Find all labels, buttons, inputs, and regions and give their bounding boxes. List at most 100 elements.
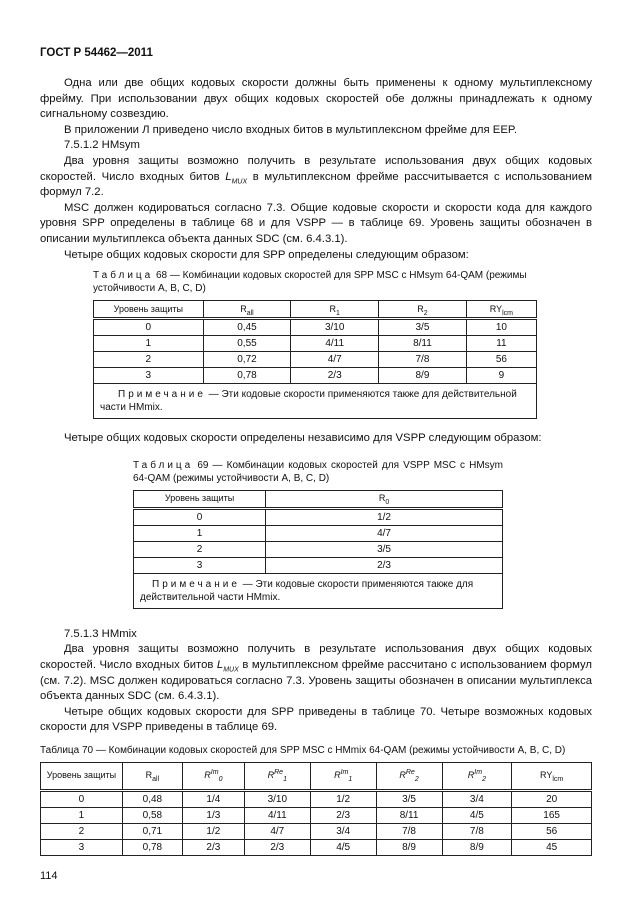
- table-cell: 1: [40, 806, 123, 824]
- table-cell: 7/8: [441, 822, 513, 840]
- table-cell: 3/4: [309, 822, 377, 840]
- text-between: Четыре общих кодовых скорости определены…: [40, 431, 592, 447]
- table-row: 1 0,55 4/11 8/11 11: [93, 335, 538, 353]
- table-cell: 3/5: [375, 789, 443, 808]
- table-cell: 4/7: [243, 822, 311, 840]
- table-cell: 8/9: [378, 367, 467, 385]
- table-cell: 45: [511, 838, 592, 856]
- table-cell: 3/4: [441, 789, 513, 808]
- table-cell: 56: [511, 822, 592, 840]
- table-cell: 0,78: [121, 838, 183, 856]
- document-header: ГОСТ Р 54462—2011: [40, 47, 153, 59]
- paragraph: MSC должен кодироваться согласно 7.3. Об…: [40, 201, 592, 245]
- table-cell: 8/11: [378, 335, 467, 353]
- table-70: Уровень защиты Rall RIm0 RRe1 RIm1 RRe2 RIm2 RY…: [40, 761, 592, 856]
- table-cell: 0,72: [202, 351, 292, 369]
- table-row: 1 0,58 1/3 4/11 2/3 8/11 4/5 165: [40, 806, 592, 824]
- table-cell: 3/10: [290, 318, 380, 337]
- table-cell: 3/5: [265, 540, 503, 558]
- table-cell: 0,48: [121, 789, 183, 808]
- table-cell: 7/8: [378, 351, 467, 369]
- table-cell: 3/5: [378, 318, 467, 337]
- table-cell: 1/4: [181, 789, 245, 808]
- table-cell: 0,58: [121, 806, 183, 824]
- table-cell: 2: [132, 540, 267, 558]
- table-cell: 0,71: [121, 822, 183, 840]
- section-heading: 7.5.1.3 HMmix: [64, 627, 137, 640]
- column-header: RIm0: [181, 761, 245, 791]
- column-header: RIm2: [441, 761, 513, 791]
- table-cell: 1/2: [265, 507, 503, 526]
- column-header: RRe2: [375, 761, 443, 791]
- table-cell: 11: [465, 335, 538, 353]
- column-header: R1: [290, 300, 380, 320]
- table-row: 0 0,48 1/4 3/10 1/2 3/5 3/4 20: [40, 789, 592, 808]
- table-cell: 0: [40, 789, 123, 808]
- table-cell: 3: [132, 556, 267, 574]
- table-69-caption: Таблица 69 — Комбинации кодовых скоросте…: [133, 459, 503, 484]
- column-header: Rall: [202, 300, 292, 320]
- table-row: 1 4/7: [132, 524, 503, 542]
- table-row: 0 0,45 3/10 3/5 10: [93, 318, 538, 337]
- column-header: R0: [265, 489, 503, 509]
- text-block-1: Одна или две общих кодовых скорости долж…: [40, 76, 592, 263]
- paragraph: Четыре общих кодовых скорости определены…: [64, 432, 542, 445]
- table-cell: 2/3: [265, 556, 503, 574]
- table-cell: 1/2: [309, 789, 377, 808]
- table-cell: 9: [465, 367, 538, 385]
- table-cell: 2: [40, 822, 123, 840]
- column-header: Rall: [121, 761, 183, 791]
- table-cell: 0,78: [202, 367, 292, 385]
- table-cell: 4/7: [265, 524, 503, 542]
- table-cell: 8/9: [441, 838, 513, 856]
- table-cell: 1/2: [181, 822, 245, 840]
- table-cell: 2/3: [243, 838, 311, 856]
- table-cell: 2: [93, 351, 204, 369]
- paragraph: Два уровня защиты возможно получить в ре…: [40, 154, 592, 199]
- table-row: 2 0,71 1/2 4/7 3/4 7/8 7/8 56: [40, 822, 592, 840]
- paragraph: Два уровня защиты возможно получить в ре…: [40, 643, 593, 703]
- column-header: RRe1: [243, 761, 311, 791]
- table-cell: 0,45: [202, 318, 292, 337]
- table-cell: 3: [40, 838, 123, 856]
- table-row: 3 2/3: [132, 556, 503, 574]
- table-cell: 1: [132, 524, 267, 542]
- table-cell: 7/8: [375, 822, 443, 840]
- table-cell: 1/3: [181, 806, 245, 824]
- table-row: 3 0,78 2/3 8/9 9: [93, 367, 538, 385]
- table-cell: 8/9: [375, 838, 443, 856]
- table-row: 2 3/5: [132, 540, 503, 558]
- table-cell: 8/11: [375, 806, 443, 824]
- table-cell: 2/3: [181, 838, 245, 856]
- column-header: RIm1: [309, 761, 377, 791]
- table-cell: 3: [93, 367, 204, 385]
- column-header: RYlcm: [465, 300, 538, 320]
- table-row: 3 0,78 2/3 2/3 4/5 8/9 8/9 45: [40, 838, 592, 856]
- table-cell: 4/5: [441, 806, 513, 824]
- table-69: Уровень защиты R0 0 1/2 1 4/7 2 3/5 3 2/3 Примеча…: [132, 489, 503, 609]
- table-cell: 0,55: [202, 335, 292, 353]
- table-cell: 10: [465, 318, 538, 337]
- paragraph: Четыре общих кодовых скорости для SPP пр…: [40, 705, 592, 734]
- table-cell: 2/3: [290, 367, 380, 385]
- table-70-caption: Таблица 70 — Комбинации кодовых скоросте…: [40, 744, 566, 756]
- table-cell: 165: [511, 806, 592, 824]
- table-cell: 56: [465, 351, 538, 369]
- table-cell: 4/11: [290, 335, 380, 353]
- column-header: Уровень защиты: [40, 761, 123, 791]
- column-header: Уровень защиты: [132, 489, 267, 509]
- column-header: R2: [378, 300, 467, 320]
- table-row: 0 1/2: [132, 507, 503, 526]
- paragraph: В приложении Л приведено число входных б…: [64, 123, 518, 136]
- column-header: RYlcm: [511, 761, 592, 791]
- text-block-2: 7.5.1.3 HMmix Два уровня защиты возможно…: [40, 627, 592, 736]
- table-note: Примечание — Эти кодовые скорости примен…: [93, 383, 537, 420]
- section-heading: 7.5.1.2 HMsym: [64, 139, 140, 152]
- table-cell: 4/11: [243, 806, 311, 824]
- table-row: 2 0,72 4/7 7/8 56: [93, 351, 538, 369]
- table-cell: 1: [93, 335, 204, 353]
- table-cell: 3/10: [243, 789, 311, 808]
- table-68: Уровень защиты Rall R1 R2 RYlcm 0 0,45 3/10 3/5 1…: [93, 300, 538, 420]
- table-68-caption: Таблица 68 — Комбинации кодовых скоросте…: [93, 270, 527, 295]
